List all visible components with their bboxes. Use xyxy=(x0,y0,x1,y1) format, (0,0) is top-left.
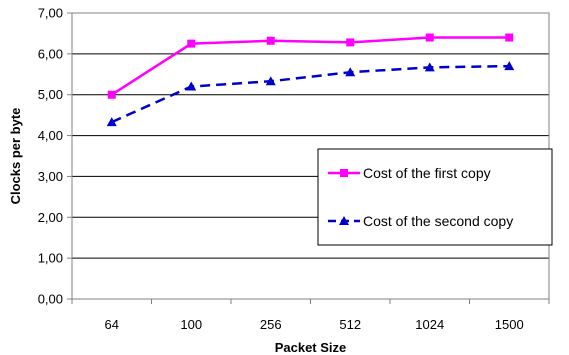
y-tick-label: 0,00 xyxy=(38,292,63,307)
data-point xyxy=(266,36,275,45)
x-tick-label: 100 xyxy=(180,317,202,332)
gridlines xyxy=(72,53,549,259)
data-point xyxy=(345,67,356,77)
series xyxy=(106,33,515,127)
y-tick-label: 3,00 xyxy=(38,169,63,184)
data-point xyxy=(106,117,117,127)
series-2 xyxy=(106,61,515,127)
series-1 xyxy=(107,33,514,99)
x-tick-label: 512 xyxy=(339,317,361,332)
data-point xyxy=(265,76,276,86)
x-axis-title: Packet Size xyxy=(275,340,347,355)
legend-marker xyxy=(340,169,348,177)
data-point xyxy=(186,81,197,91)
y-tick-label: 2,00 xyxy=(38,210,63,225)
x-tick-label: 256 xyxy=(260,317,282,332)
data-point xyxy=(346,38,355,47)
x-tick-label: 64 xyxy=(105,317,119,332)
y-tick-label: 1,00 xyxy=(38,251,63,266)
y-tick-label: 4,00 xyxy=(38,128,63,143)
data-point xyxy=(505,33,514,42)
y-tick-label: 7,00 xyxy=(38,6,63,21)
data-point xyxy=(107,90,116,99)
x-tick-label: 1024 xyxy=(415,317,444,332)
data-point xyxy=(425,33,434,42)
y-axis-title: Clocks per byte xyxy=(8,108,23,205)
legend-label: Cost of the first copy xyxy=(363,165,491,181)
legend-item: Cost of the first copy xyxy=(328,165,491,181)
axis-ticks: 0,00 1,00 2,00 3,00 4,00 5,00 6,00 7,00 64 100 256… xyxy=(38,6,550,332)
data-point xyxy=(504,61,515,71)
y-tick-label: 6,00 xyxy=(38,46,63,61)
series-line xyxy=(111,36,510,96)
data-point xyxy=(424,62,435,72)
legend-marker xyxy=(339,216,349,225)
series-line xyxy=(111,64,510,124)
data-point xyxy=(187,39,196,48)
legend-label: Cost of the second copy xyxy=(363,213,513,229)
legend-item: Cost of the second copy xyxy=(328,213,513,229)
y-tick-label: 5,00 xyxy=(38,87,63,102)
legend: Cost of the first copy Cost of the second… xyxy=(317,148,553,246)
x-tick-label: 1500 xyxy=(495,317,524,332)
legend-box xyxy=(317,148,553,246)
